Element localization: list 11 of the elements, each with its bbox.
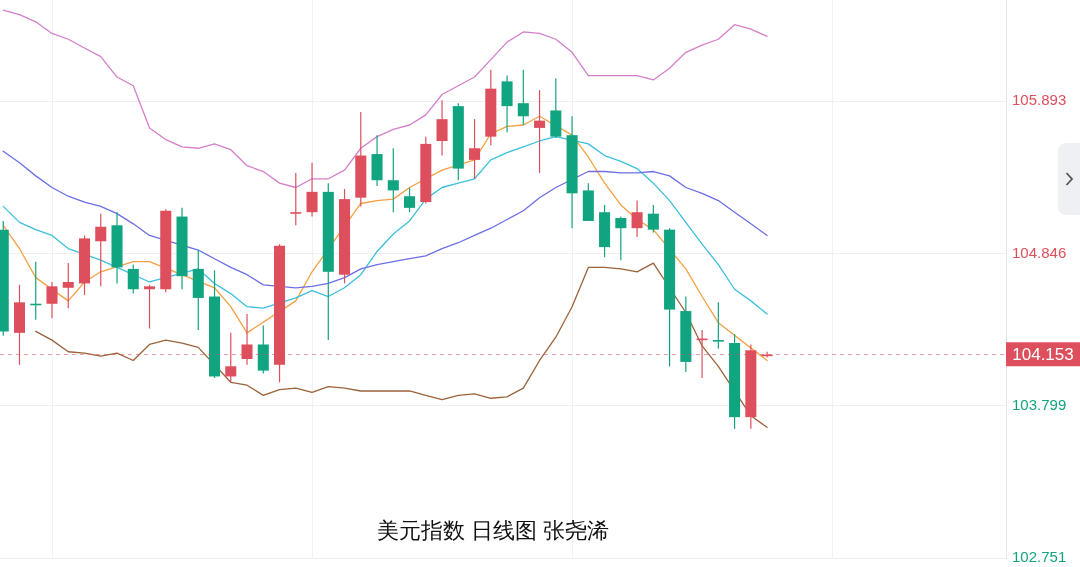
candlestick — [241, 313, 253, 365]
y-tick-label: 103.799 — [1012, 395, 1067, 413]
candlestick — [501, 75, 513, 133]
ref-line-label: 104.153 — [1012, 344, 1074, 364]
y-tick-label: 104.846 — [1012, 243, 1067, 261]
y-tick-label: 102.751 — [1012, 548, 1067, 566]
candlestick — [631, 200, 643, 237]
annotation: 美元指数 日线图 张尧浠 — [376, 517, 610, 545]
y-tick-label: 105.893 — [1012, 91, 1067, 109]
candlestick — [306, 162, 318, 217]
candlestick — [436, 100, 448, 156]
